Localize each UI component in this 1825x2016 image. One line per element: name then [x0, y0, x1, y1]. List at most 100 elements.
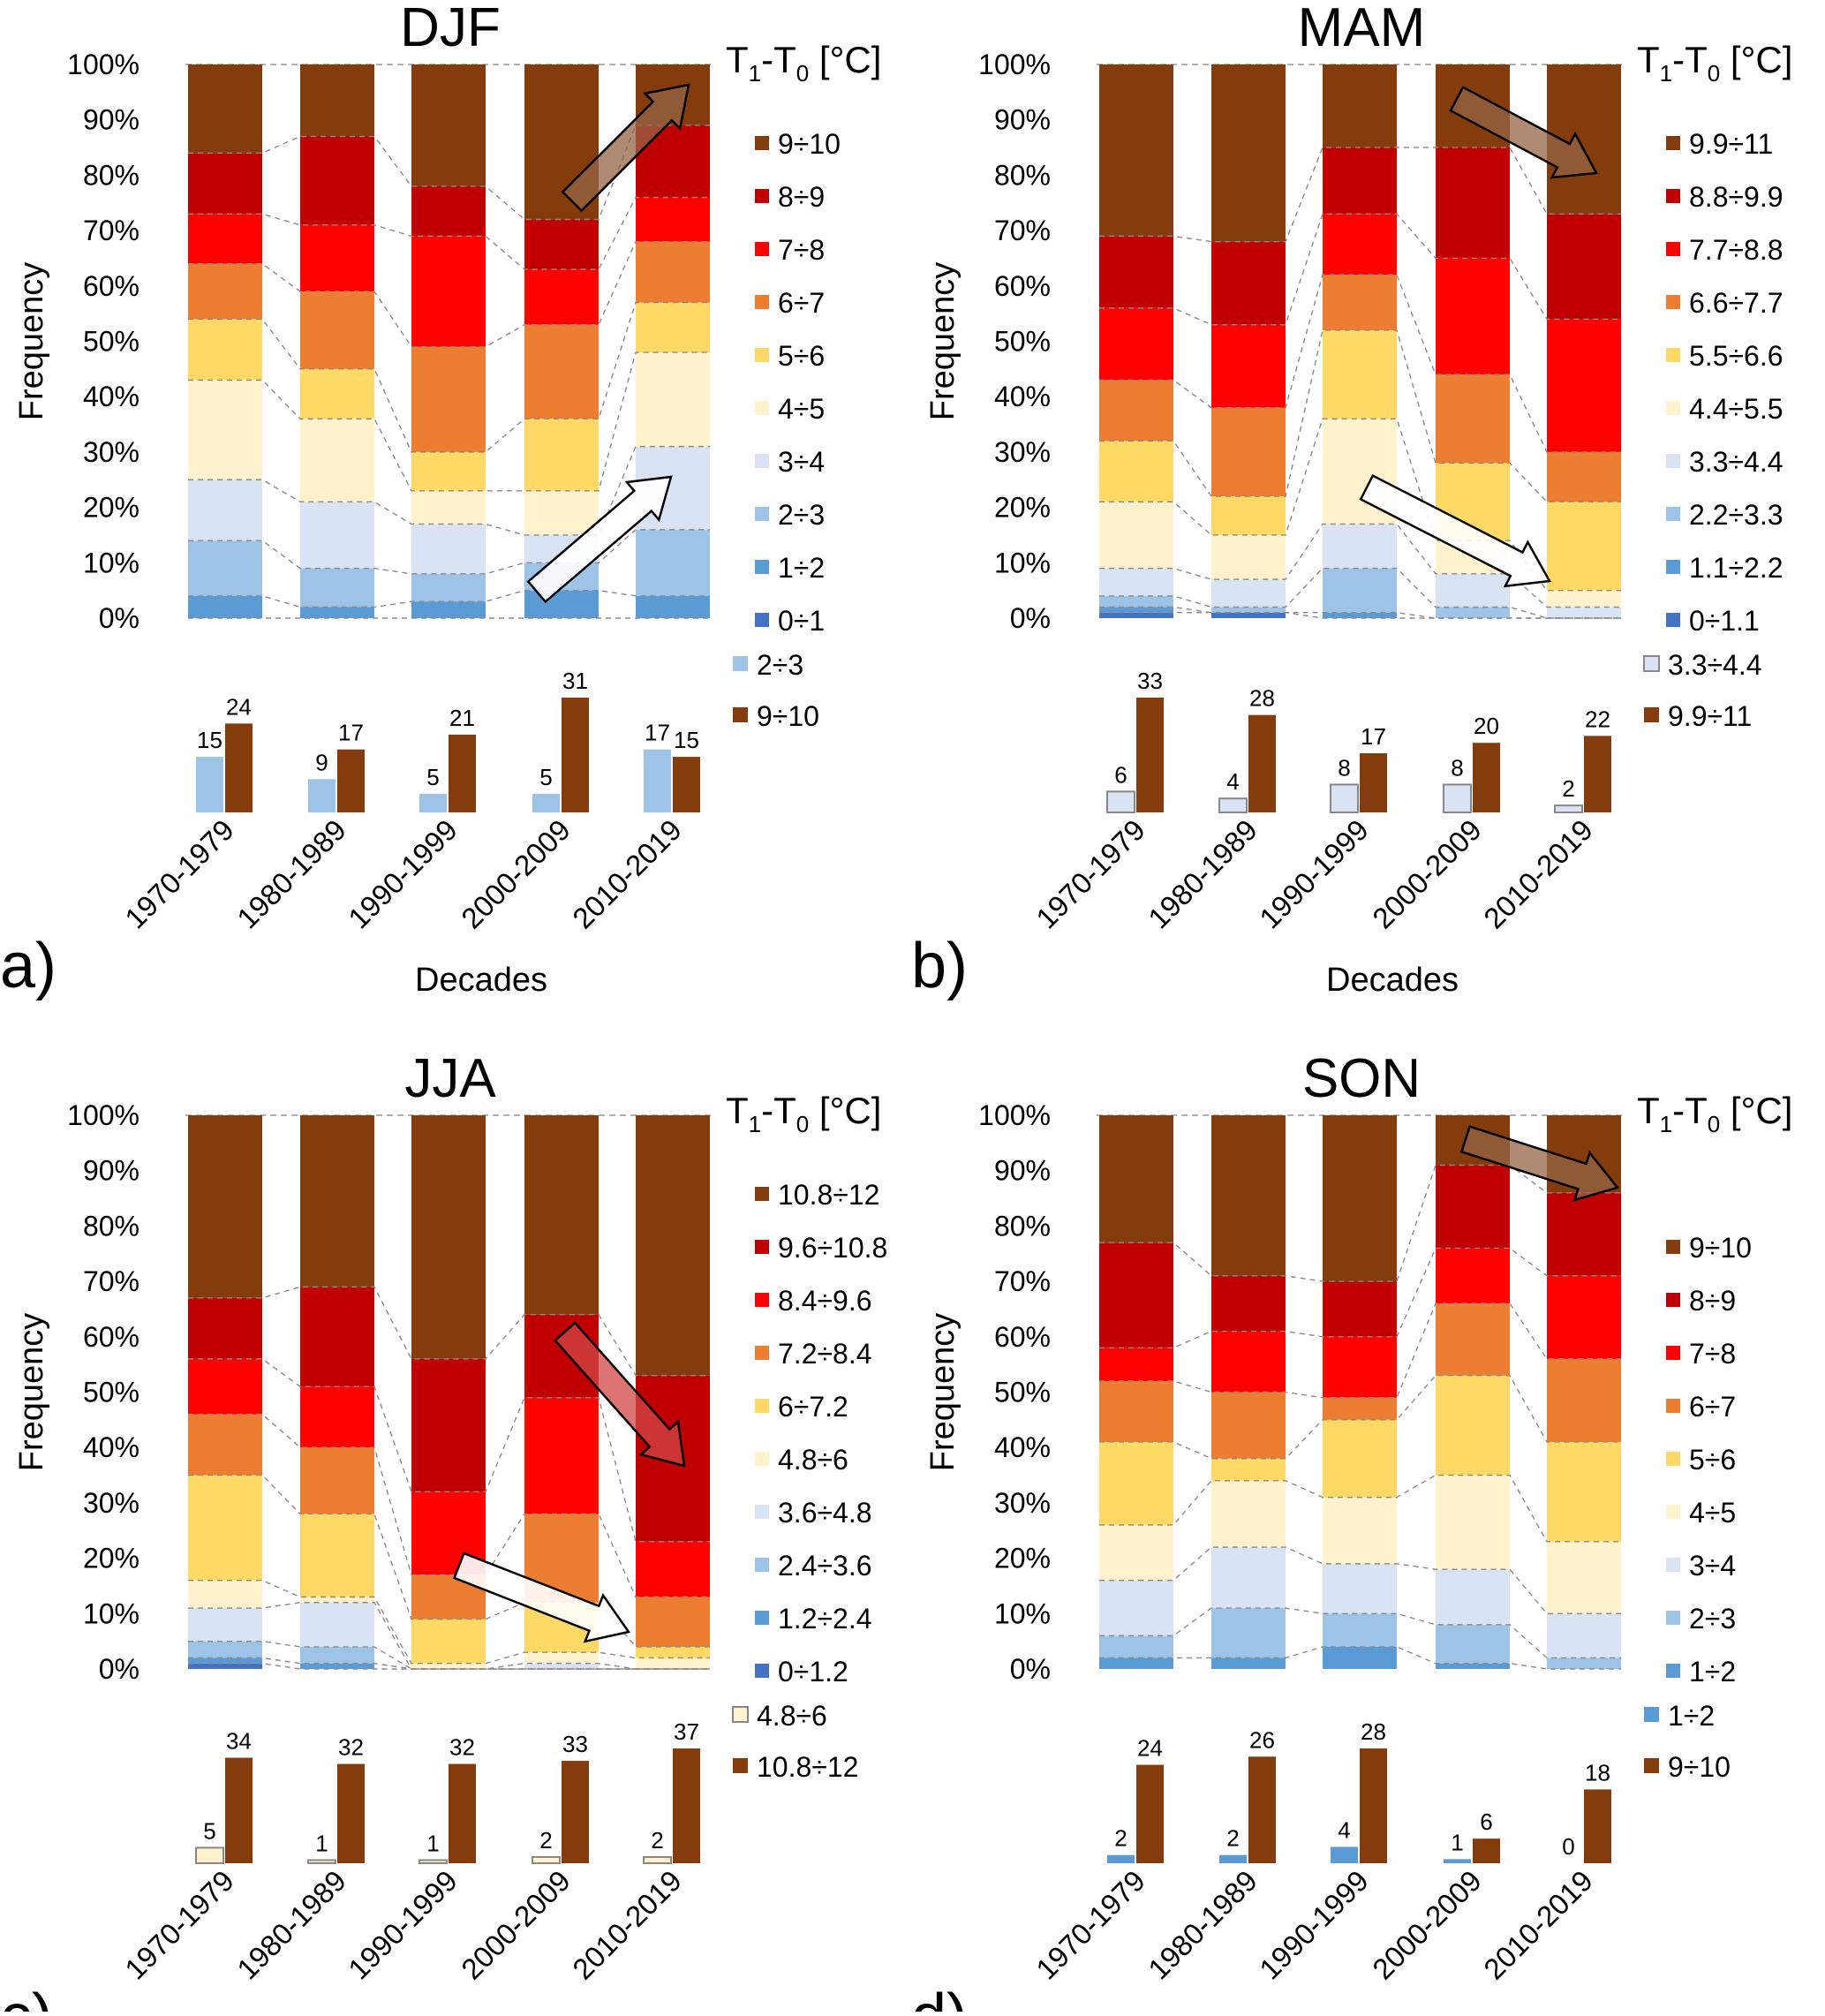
series-connector: [1099, 147, 1621, 243]
bar-segment: [1099, 607, 1173, 613]
count-label: 5: [539, 764, 552, 790]
series-connector: [188, 1413, 710, 1598]
bar-segment: [1323, 1497, 1397, 1564]
bar-segment: [1099, 1348, 1173, 1381]
x-tick-label: 1970-1979: [1029, 813, 1151, 935]
count-label: 5: [203, 1817, 215, 1844]
x-tick-label: 2010-2019: [1477, 1864, 1599, 1986]
bar-segment: [636, 1115, 710, 1376]
bar-segment: [300, 1646, 374, 1664]
count-bar: [1444, 1859, 1471, 1863]
bar-segment: [1323, 147, 1397, 215]
legend-swatch: [755, 454, 769, 468]
bar-segment: [524, 490, 599, 535]
count-legend-swatch: [1644, 1758, 1659, 1773]
bar-segment: [636, 1657, 710, 1669]
bar-segment: [411, 1358, 486, 1492]
bar-segment: [188, 1580, 262, 1609]
legend-swatch: [1666, 1346, 1680, 1360]
count-bar: [1360, 1748, 1387, 1863]
bar-segment: [411, 346, 486, 452]
legend-label: 6.6÷7.7: [1689, 287, 1784, 319]
y-tick-label: 70%: [994, 215, 1051, 246]
legend-title-part: [°C]: [809, 1090, 881, 1131]
bar-segment: [411, 451, 486, 491]
x-tick-label: 1990-1999: [342, 1864, 464, 1986]
legend-swatch: [755, 613, 769, 627]
bar-segment: [1211, 1115, 1286, 1276]
count-bar: [1473, 1839, 1500, 1863]
legend-label: 5÷6: [778, 340, 825, 372]
count-label: 2: [1226, 1825, 1239, 1852]
y-tick-label: 30%: [83, 1487, 140, 1519]
y-tick-label: 90%: [994, 104, 1051, 136]
count-bar: [532, 1855, 561, 1864]
x-tick-label: 1990-1999: [1253, 813, 1375, 935]
panel-mam: MAM 0% 10% 20% 30% 40% 50% 60% 70% 80% 90% 100% Freq…: [911, 0, 1792, 1001]
panel-title: MAM: [1298, 0, 1426, 58]
series-connector: [1099, 1546, 1621, 1614]
bar-segment: [300, 607, 374, 618]
y-tick-label: 10%: [83, 547, 140, 578]
x-axis-label: Decades: [1326, 962, 1459, 999]
bar-segment: [1211, 607, 1286, 613]
bar-segment: [1211, 612, 1286, 618]
bar-segment: [1099, 502, 1173, 569]
legend-title-part: -T: [1672, 39, 1708, 80]
legend-label: 2.4÷3.6: [778, 1550, 872, 1582]
bar-segment: [1211, 1458, 1286, 1481]
bar-segment: [1436, 1624, 1510, 1664]
bar-segment: [188, 1608, 262, 1642]
series-connector: [1099, 1474, 1621, 1543]
count-bar: [1106, 790, 1135, 814]
y-tick-label: 70%: [83, 215, 140, 246]
bar-segment: [188, 380, 262, 480]
legend-swatch: [755, 1505, 769, 1519]
bar-segment: [188, 1297, 262, 1359]
bar-segment: [1547, 319, 1621, 452]
legend-label: 9.9÷11: [1689, 128, 1773, 160]
bar-segment: [300, 502, 374, 569]
bar-segment: [188, 1475, 262, 1581]
count-label: 33: [1137, 668, 1163, 694]
count-label: 24: [226, 693, 252, 720]
bar-segment: [1099, 1657, 1173, 1669]
legend-swatch: [1666, 1293, 1680, 1307]
legend-swatch: [1666, 1399, 1680, 1413]
bar-segment: [411, 1115, 486, 1359]
legend-swatch: [1666, 1505, 1680, 1519]
y-tick-label: 10%: [994, 547, 1051, 578]
count-bar: [337, 749, 365, 812]
count-legend-label: 10.8÷12: [757, 1751, 858, 1783]
count-label: 4: [1226, 768, 1239, 795]
legend-label: 3.3÷4.4: [1689, 446, 1784, 478]
bar-segment: [1547, 607, 1621, 618]
y-tick-label: 90%: [83, 1155, 140, 1187]
trend-arrow: [554, 1321, 686, 1468]
bar-segment: [300, 419, 374, 502]
count-label: 37: [674, 1718, 699, 1745]
legend-title: T1-T0 [°C]: [726, 1090, 881, 1137]
y-tick-label: 90%: [83, 104, 140, 136]
count-label: 1: [426, 1830, 439, 1856]
bar-segment: [300, 568, 374, 608]
bar-segment: [188, 1115, 262, 1298]
legend-swatch: [1666, 1611, 1680, 1625]
bar-segment: [1436, 573, 1510, 608]
bar-segment: [300, 1287, 374, 1387]
legend-swatch: [1666, 189, 1680, 203]
bar-segment: [300, 1514, 374, 1597]
legend-title: T1-T0 [°C]: [1637, 39, 1792, 87]
count-label: 15: [197, 727, 222, 753]
legend-label: 1.2÷2.4: [778, 1603, 872, 1635]
bar-segment: [1099, 1580, 1173, 1636]
series-connector: [188, 351, 710, 492]
y-axis-label: Frequency: [13, 262, 50, 421]
y-tick-label: 40%: [994, 1431, 1051, 1463]
count-legend-label: 9÷10: [757, 700, 819, 732]
bar-segment: [1211, 407, 1286, 497]
count-bar: [308, 779, 336, 812]
x-tick-label: 1970-1979: [118, 1864, 240, 1986]
count-label: 17: [338, 720, 364, 746]
